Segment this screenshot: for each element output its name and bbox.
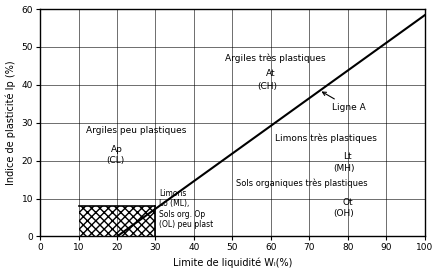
Text: (OH): (OH) (333, 209, 353, 218)
Text: At: At (265, 69, 275, 78)
Text: Ligne A: Ligne A (322, 92, 365, 112)
Text: Argiles très plastiques: Argiles très plastiques (224, 54, 325, 63)
Text: (MH): (MH) (332, 164, 354, 173)
Text: Lt: Lt (343, 152, 351, 161)
Text: Ot: Ot (342, 198, 353, 207)
Text: (CL): (CL) (106, 156, 124, 165)
Text: Argiles peu plastiques: Argiles peu plastiques (86, 126, 186, 135)
Text: Sols organiques très plastiques: Sols organiques très plastiques (236, 179, 367, 188)
Text: Limons très plastiques: Limons très plastiques (274, 133, 376, 143)
Text: Ap: Ap (111, 145, 123, 154)
Text: Limons
Lo (ML),
Sols org. Op
(OL) peu plast: Limons Lo (ML), Sols org. Op (OL) peu pl… (159, 189, 213, 229)
Text: (CH): (CH) (257, 82, 276, 91)
Bar (78, 206, 155, 236)
Y-axis label: Indice de plasticité Ip (%): Indice de plasticité Ip (%) (6, 61, 16, 185)
X-axis label: Limite de liquidité Wₗ(%): Limite de liquidité Wₗ(%) (173, 258, 291, 269)
